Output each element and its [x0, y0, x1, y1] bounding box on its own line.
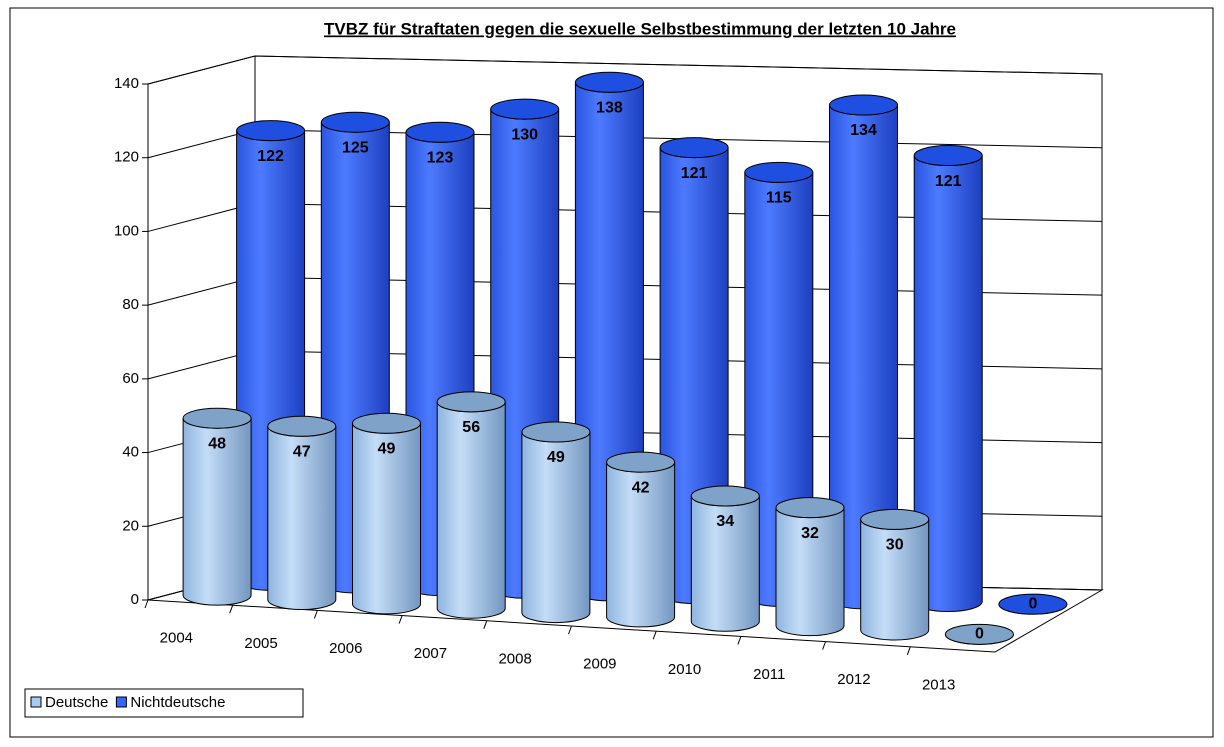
- y-tick-label: 60: [122, 370, 139, 387]
- legend-swatch: [30, 696, 42, 708]
- data-label: 34: [716, 513, 734, 530]
- data-label: 134: [850, 122, 877, 139]
- cylinder-top: [405, 121, 475, 143]
- data-label: 47: [293, 444, 311, 461]
- data-label: 123: [427, 150, 454, 167]
- cylinder-top: [998, 593, 1068, 615]
- x-tick-label: 2013: [922, 676, 955, 693]
- data-label: 49: [378, 440, 396, 457]
- legend-box: [24, 688, 304, 718]
- data-label: 49: [547, 449, 565, 466]
- cylinder-top: [490, 98, 560, 120]
- y-tick-label: 140: [114, 75, 139, 92]
- y-tick-label: 120: [114, 149, 139, 166]
- cylinder-top: [574, 71, 644, 93]
- x-tick-label: 2012: [837, 671, 870, 688]
- cylinder-top: [606, 451, 676, 473]
- y-tick-label: 20: [122, 517, 139, 534]
- legend-label: Nichtdeutsche: [130, 694, 225, 711]
- data-label: 0: [1028, 595, 1037, 612]
- x-tick-label: 2007: [414, 645, 447, 662]
- x-tick: [737, 636, 742, 645]
- cylinder-top: [659, 137, 729, 159]
- data-label: 138: [596, 100, 623, 117]
- cylinder-top: [352, 412, 421, 434]
- data-label: 121: [935, 173, 962, 190]
- cylinder-top: [690, 485, 760, 507]
- cylinder-top: [267, 415, 337, 437]
- x-tick-label: 2009: [583, 656, 616, 673]
- x-tick: [906, 646, 911, 655]
- cylinder-top: [320, 111, 390, 133]
- legend-swatch: [115, 696, 127, 708]
- x-tick-label: 2004: [160, 630, 193, 647]
- legend: Deutsche Nichtdeutsche: [24, 688, 304, 718]
- x-tick: [568, 625, 572, 635]
- y-tick-label: 0: [131, 591, 139, 608]
- data-label: 130: [511, 126, 538, 143]
- data-label: 48: [208, 435, 226, 452]
- x-tick: [822, 641, 827, 650]
- chart-title: TVBZ für Straftaten gegen die sexuelle S…: [324, 19, 956, 38]
- cylinder-top: [236, 120, 306, 142]
- data-label: 125: [342, 139, 369, 156]
- x-tick-label: 2011: [753, 666, 785, 683]
- y-tick-label: 80: [122, 296, 139, 313]
- x-tick-label: 2006: [329, 640, 362, 657]
- cylinder-top: [775, 497, 845, 519]
- cylinder-top: [860, 508, 930, 530]
- data-label: 32: [801, 525, 819, 542]
- data-label: 122: [257, 148, 284, 165]
- y-tick-label: 100: [114, 222, 139, 239]
- cylinder-top: [944, 623, 1014, 645]
- data-label: 56: [462, 419, 480, 436]
- cylinder-top: [521, 421, 591, 443]
- x-tick: [483, 620, 488, 629]
- cylinder-top: [182, 407, 252, 429]
- x-tick: [652, 631, 657, 640]
- y-tick-label: 40: [122, 444, 139, 461]
- x-tick: [144, 599, 149, 609]
- cylinder-top: [744, 161, 814, 183]
- x-tick: [398, 615, 403, 624]
- data-label: 0: [975, 626, 984, 643]
- data-label: 121: [681, 165, 708, 182]
- x-tick: [313, 610, 318, 619]
- x-tick-label: 2010: [668, 661, 701, 678]
- legend-label: Deutsche: [45, 694, 108, 711]
- x-tick-label: 2008: [498, 650, 531, 667]
- data-label: 115: [766, 190, 792, 207]
- cylinder-top: [829, 94, 898, 116]
- x-tick: [229, 605, 234, 614]
- grid-line: [147, 55, 1103, 85]
- cylinder-top: [913, 145, 983, 167]
- x-tick-label: 2005: [244, 635, 277, 652]
- cylinder-top: [436, 391, 506, 413]
- data-label: 42: [632, 479, 650, 496]
- data-label: 30: [886, 537, 904, 554]
